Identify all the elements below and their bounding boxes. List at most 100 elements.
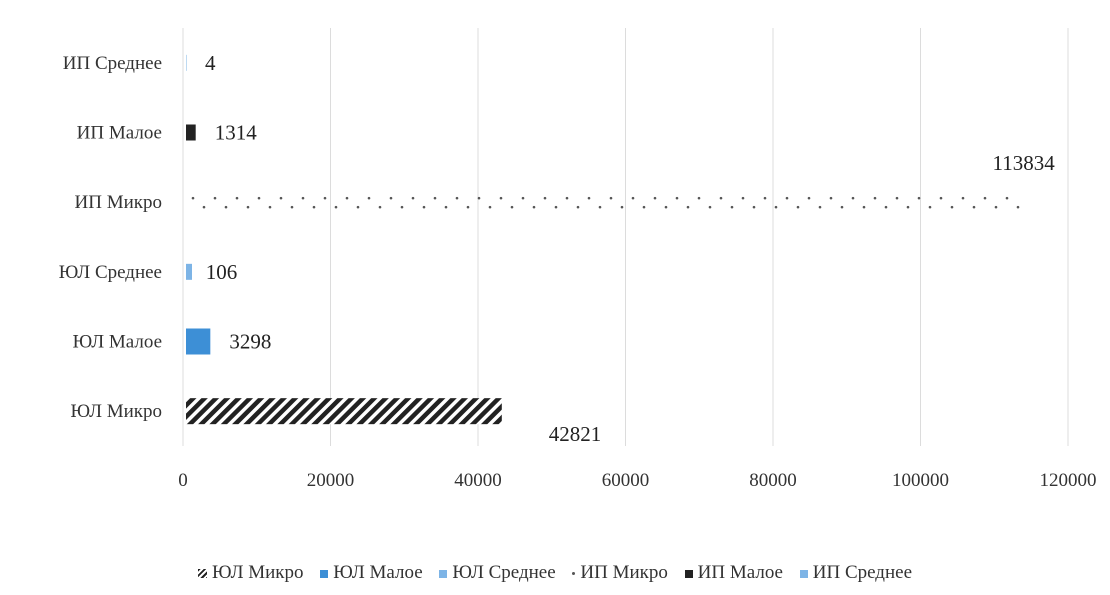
bar-dot [466,205,470,209]
bar-dot [235,196,239,200]
bar-dot [257,196,261,200]
bar-dot [774,205,778,209]
bar-chart: 0 20000 40000 60000 80000 100000 120000 ЮЛ Микр… [59,28,1097,491]
bar-dot [576,205,580,209]
bar-dot [510,205,514,209]
bar [186,189,1026,215]
bar-dot [1005,196,1009,200]
bar-dot [642,205,646,209]
data-label: 42821 [549,422,602,446]
legend: ЮЛ Микро ЮЛ Малое ЮЛ Среднее ИП Микро ИП… [0,562,1110,584]
bar-dot [334,205,338,209]
bar-dot [730,205,734,209]
bar-dot [653,196,657,200]
bar-dot [554,205,558,209]
x-tick-label: 80000 [749,470,797,491]
bar-dot [565,196,569,200]
bar-dot [389,196,393,200]
bar-dot [686,205,690,209]
category-label: ИП Среднее [63,53,162,74]
bar-dot [708,205,712,209]
bar-dot [202,205,206,209]
bar [186,398,502,425]
bar-dot [378,205,382,209]
bar-dot [818,205,822,209]
bar-dot [224,205,228,209]
bar-dot [961,196,965,200]
legend-label: ЮЛ Среднее [452,562,556,583]
bar-dot [290,205,294,209]
bar-dot [213,196,217,200]
bar-dot [906,205,910,209]
bar [186,54,187,71]
legend-item-ul-medium: ЮЛ Среднее [439,562,556,584]
category-label: ЮЛ Малое [73,332,162,353]
bar-dot [422,205,426,209]
bar-dot [191,196,195,200]
x-tick-label: 40000 [454,470,502,491]
legend-item-ul-small: ЮЛ Малое [320,562,423,584]
bar-dot [268,205,272,209]
legend-swatch-lightblue [799,569,808,578]
bar-dot [1016,205,1020,209]
x-tick-label: 60000 [602,470,650,491]
legend-swatch-dots [572,572,576,576]
data-label: 113834 [993,151,1056,175]
x-tick-label: 120000 [1040,470,1097,491]
bar [186,263,192,280]
bar-dots [191,196,1020,209]
x-tick-label: 0 [178,470,188,491]
category-label: ЮЛ Среднее [59,262,162,283]
bar-dot [796,205,800,209]
bar-dot [367,196,371,200]
bar-dot [763,196,767,200]
bar-dot [972,205,976,209]
legend-label: ЮЛ Малое [333,562,423,583]
bar-dot [851,196,855,200]
legend-item-ip-small: ИП Малое [684,562,783,584]
bar-dot [620,205,624,209]
bar-dot [675,196,679,200]
bar-dot [246,205,250,209]
category-label: ИП Микро [75,192,163,213]
bar [186,124,196,141]
category-label: ЮЛ Микро [70,401,162,422]
data-label: 3298 [229,330,271,354]
bar-dot [664,205,668,209]
bar-dot [741,196,745,200]
labels: 0 20000 40000 60000 80000 100000 120000 ЮЛ Микр… [59,51,1097,491]
legend-item-ul-micro: ЮЛ Микро [198,562,304,584]
legend-label: ИП Малое [697,562,783,583]
data-label: 4 [205,51,216,75]
bar-dot [411,196,415,200]
bar-dot [631,196,635,200]
bar-dot [752,205,756,209]
x-tick-label: 100000 [892,470,949,491]
data-label: 106 [206,260,238,284]
bar-dot [994,205,998,209]
bar-dot [455,196,459,200]
legend-label: ИП Среднее [812,562,912,583]
bar-dot [928,205,932,209]
bar-dot [939,196,943,200]
bar-dot [488,205,492,209]
bars [186,54,1026,425]
bar-dot [873,196,877,200]
legend-item-ip-medium: ИП Среднее [799,562,912,584]
bar-dot [807,196,811,200]
bar-dot [862,205,866,209]
bar-dot [400,205,404,209]
legend-label: ИП Микро [580,562,668,583]
category-label: ИП Малое [77,123,162,144]
bar [186,328,211,355]
bar-dot [587,196,591,200]
bar-dot [279,196,283,200]
bar-dot [543,196,547,200]
bar-dot [950,205,954,209]
bar-dot [312,205,316,209]
legend-swatch-black [684,569,693,578]
bar-dot [521,196,525,200]
grid-lines [182,28,1069,446]
bar-dot [884,205,888,209]
bar-dot [356,205,360,209]
